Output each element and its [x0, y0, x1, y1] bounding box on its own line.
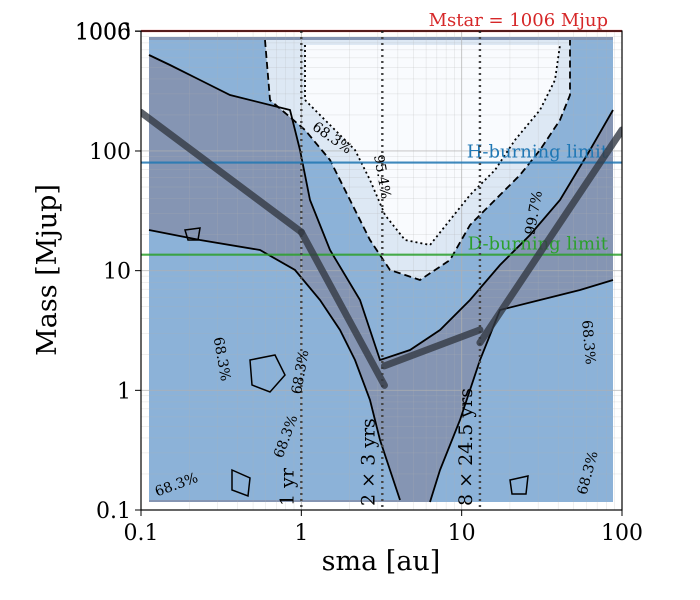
sensitivity-curve — [141, 108, 622, 389]
period-label: 1 yr — [276, 467, 298, 506]
x-tick-label: 0.1 — [124, 521, 159, 546]
contour-line-99 — [304, 44, 561, 246]
x-tick-label: 10 — [448, 521, 476, 546]
contour-label: 68.3% — [210, 336, 233, 383]
contour-island — [231, 468, 251, 498]
y-tick-label: 1000 — [75, 20, 131, 45]
contour-label: 99.7% — [522, 190, 545, 237]
y-tick-label: 1006 — [75, 20, 131, 45]
x-axis-label: sma [au] — [322, 546, 441, 577]
contour-island — [509, 475, 529, 495]
x-tick-label: 1 — [294, 521, 308, 546]
reference-label: Mstar = 1006 Mjup — [429, 10, 608, 31]
sensitivity-curve-segment — [476, 126, 622, 347]
y-tick-label: 0.1 — [96, 499, 131, 524]
reference-label: D-burning limit — [468, 234, 609, 255]
contour-label: 68.3% — [578, 320, 598, 366]
sensitivity-curve-segment — [297, 228, 388, 389]
reference-label: H-burning limit — [467, 142, 609, 163]
contour-island — [184, 227, 201, 241]
period-label: 2 × 3 yrs — [357, 418, 379, 506]
band-68-lower — [149, 230, 400, 500]
y-axis-label: Mass [Mjup] — [32, 184, 63, 356]
x-tick-label: 100 — [601, 521, 643, 546]
band-99-fill — [305, 45, 560, 245]
contour-label: 68.3% — [289, 349, 312, 396]
contour-line-95 — [264, 39, 571, 281]
period-lines: 1 yr 2 × 3 yrs 8 × 24.5 yrs — [276, 31, 482, 510]
contour-line-68 — [148, 54, 614, 362]
contour-lines — [148, 39, 614, 503]
band-68-right — [430, 280, 613, 502]
sensitivity-curve-segment — [380, 326, 484, 370]
sensitivity-curve-segment — [141, 108, 305, 236]
contour-line-68-lower — [148, 229, 401, 501]
period-label: 8 × 24.5 yrs — [455, 388, 477, 506]
contour-label: 95.4% — [370, 154, 393, 201]
contour-island — [249, 354, 286, 393]
y-tick-label: 100 — [89, 140, 131, 165]
contour-fills — [149, 37, 613, 502]
x-ticks: 0.1 1 10 100 — [124, 510, 643, 546]
y-tick-label: 10 — [103, 260, 131, 285]
contour-line-68-right — [429, 279, 614, 503]
y-tick-label: 1 — [117, 379, 131, 404]
